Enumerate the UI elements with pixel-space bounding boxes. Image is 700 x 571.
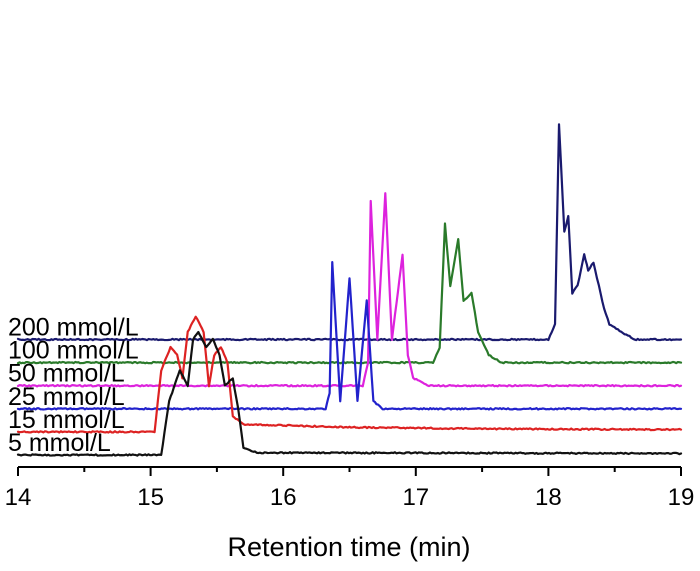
- trace-line-15-mmol-l: [16, 315, 683, 434]
- trace-label: 5 mmol/L: [8, 429, 111, 457]
- trace-line-5-mmol-l: [16, 330, 683, 457]
- trace-label: 100 mmol/L: [8, 337, 139, 365]
- trace-label: 200 mmol/L: [8, 314, 139, 342]
- trace-line-100-mmol-l: [16, 222, 683, 365]
- x-tick-label: 14: [5, 484, 32, 511]
- trace-line-25-mmol-l: [16, 261, 683, 411]
- trace-label: 15 mmol/L: [8, 406, 125, 434]
- x-ticks-group: 14 15 16 17 18 19: [5, 467, 695, 511]
- trace-line-200-mmol-l: [16, 123, 683, 342]
- x-tick-label: 15: [137, 484, 164, 511]
- x-tick-label: 19: [668, 484, 695, 511]
- x-tick-label: 17: [402, 484, 429, 511]
- x-tick-label: 16: [270, 484, 297, 511]
- trace-label: 50 mmol/L: [8, 360, 125, 388]
- trace-label: 25 mmol/L: [8, 383, 125, 411]
- trace-line-50-mmol-l: [16, 192, 683, 388]
- traces-group: [16, 123, 683, 457]
- x-axis-title: Retention time (min): [227, 532, 470, 562]
- x-tick-label: 18: [535, 484, 562, 511]
